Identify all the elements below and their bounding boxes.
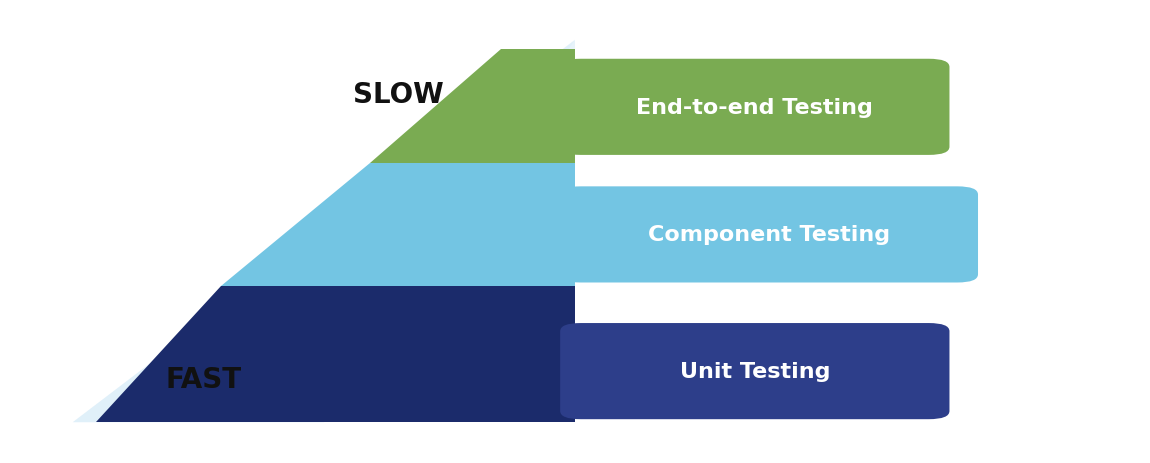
Text: Unit Testing: Unit Testing [680,361,830,382]
Text: End-to-end Testing: End-to-end Testing [636,98,873,118]
Polygon shape [221,163,575,286]
Polygon shape [369,50,575,163]
Polygon shape [72,41,575,422]
FancyBboxPatch shape [560,187,978,283]
Text: SLOW: SLOW [353,81,444,109]
FancyBboxPatch shape [560,323,950,419]
FancyBboxPatch shape [560,60,950,156]
Text: Component Testing: Component Testing [647,225,890,245]
Text: FAST: FAST [166,365,242,393]
Polygon shape [95,286,575,422]
Polygon shape [72,41,575,422]
